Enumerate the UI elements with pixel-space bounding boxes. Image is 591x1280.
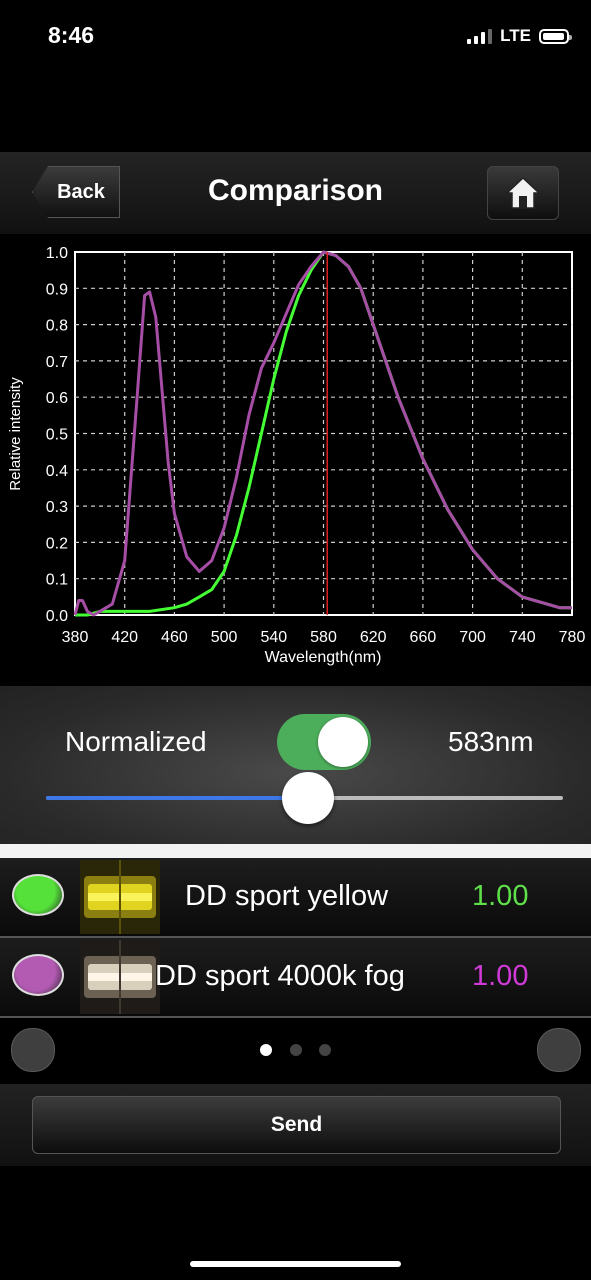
page-dot[interactable] bbox=[290, 1044, 302, 1056]
home-icon bbox=[505, 176, 541, 209]
x-tick-label: 620 bbox=[360, 629, 387, 646]
back-button[interactable]: Back bbox=[32, 166, 120, 218]
home-indicator[interactable] bbox=[190, 1261, 401, 1267]
pager bbox=[0, 1016, 591, 1084]
wavelength-readout: 583nm bbox=[448, 726, 534, 757]
x-tick-label: 780 bbox=[559, 629, 586, 646]
x-tick-label: 580 bbox=[310, 629, 337, 646]
battery-icon bbox=[539, 28, 572, 44]
lamp-thumbnail bbox=[80, 940, 160, 1014]
network-label: LTE bbox=[500, 26, 531, 45]
item-name: DD sport 4000k fog bbox=[155, 960, 405, 992]
y-tick-label: 0.7 bbox=[46, 354, 68, 371]
spectrum-chart: 0.0 0.1 0.2 0.3 0.4 0.5 0.6 0.7 0.8 0.9 1.0 380 420… bbox=[0, 234, 591, 686]
slider-thumb[interactable] bbox=[282, 772, 335, 824]
normalized-label: Normalized bbox=[65, 726, 207, 757]
x-tick-label: 500 bbox=[211, 629, 238, 646]
status-time: 8:46 bbox=[48, 22, 95, 48]
signal-icon bbox=[467, 28, 493, 44]
y-tick-label: 0.6 bbox=[46, 390, 68, 407]
y-tick-label: 0.9 bbox=[46, 281, 68, 298]
home-button[interactable] bbox=[487, 166, 559, 220]
controls-panel: Normalized 583nm bbox=[0, 686, 591, 844]
x-tick-label: 660 bbox=[410, 629, 437, 646]
list-item[interactable]: DD sport yellow 1.00 bbox=[0, 858, 591, 938]
x-tick-label: 740 bbox=[509, 629, 536, 646]
status-right: LTE bbox=[467, 26, 572, 46]
x-tick-label: 380 bbox=[62, 629, 89, 646]
toggle-knob bbox=[318, 717, 368, 767]
series-color-dot[interactable] bbox=[12, 954, 64, 996]
x-tick-label: 700 bbox=[459, 629, 486, 646]
y-tick-label: 0.8 bbox=[46, 318, 68, 335]
item-value: 1.00 bbox=[472, 880, 529, 912]
status-bar: 8:46 LTE bbox=[0, 0, 591, 72]
y-tick-label: 0.2 bbox=[46, 535, 68, 552]
send-bar: Send bbox=[0, 1084, 591, 1166]
item-value: 1.00 bbox=[472, 960, 529, 992]
page-title: Comparison bbox=[207, 174, 384, 207]
x-axis-label: Wavelength(nm) bbox=[265, 649, 382, 666]
normalized-toggle[interactable] bbox=[277, 714, 371, 770]
slider-fill bbox=[46, 796, 309, 800]
lamp-thumbnail bbox=[80, 860, 160, 934]
x-tick-label: 420 bbox=[111, 629, 138, 646]
page-dot[interactable] bbox=[260, 1044, 272, 1056]
wavelength-slider[interactable] bbox=[46, 772, 563, 824]
divider bbox=[0, 844, 591, 858]
series-line bbox=[73, 250, 572, 617]
send-button[interactable]: Send bbox=[32, 1096, 561, 1154]
y-tick-label: 0.0 bbox=[46, 608, 68, 625]
spectrum-chart-svg: 0.0 0.1 0.2 0.3 0.4 0.5 0.6 0.7 0.8 0.9 1.0 380 420… bbox=[7, 245, 586, 666]
y-tick-label: 0.5 bbox=[46, 427, 68, 444]
navbar: Back Comparison bbox=[0, 152, 591, 234]
x-tick-label: 460 bbox=[161, 629, 188, 646]
x-tick-label: 540 bbox=[260, 629, 287, 646]
series-color-dot[interactable] bbox=[12, 874, 64, 916]
list-item[interactable]: DD sport 4000k fog 1.00 bbox=[0, 938, 591, 1018]
y-tick-label: 0.1 bbox=[46, 572, 68, 589]
item-name: DD sport yellow bbox=[185, 880, 389, 912]
y-tick-label: 1.0 bbox=[46, 245, 68, 262]
y-axis-label: Relative intensity bbox=[7, 377, 24, 491]
y-tick-label: 0.3 bbox=[46, 499, 68, 516]
next-page-button[interactable] bbox=[537, 1028, 581, 1072]
page-dot[interactable] bbox=[319, 1044, 331, 1056]
previous-page-button[interactable] bbox=[11, 1028, 55, 1072]
y-tick-label: 0.4 bbox=[46, 463, 68, 480]
